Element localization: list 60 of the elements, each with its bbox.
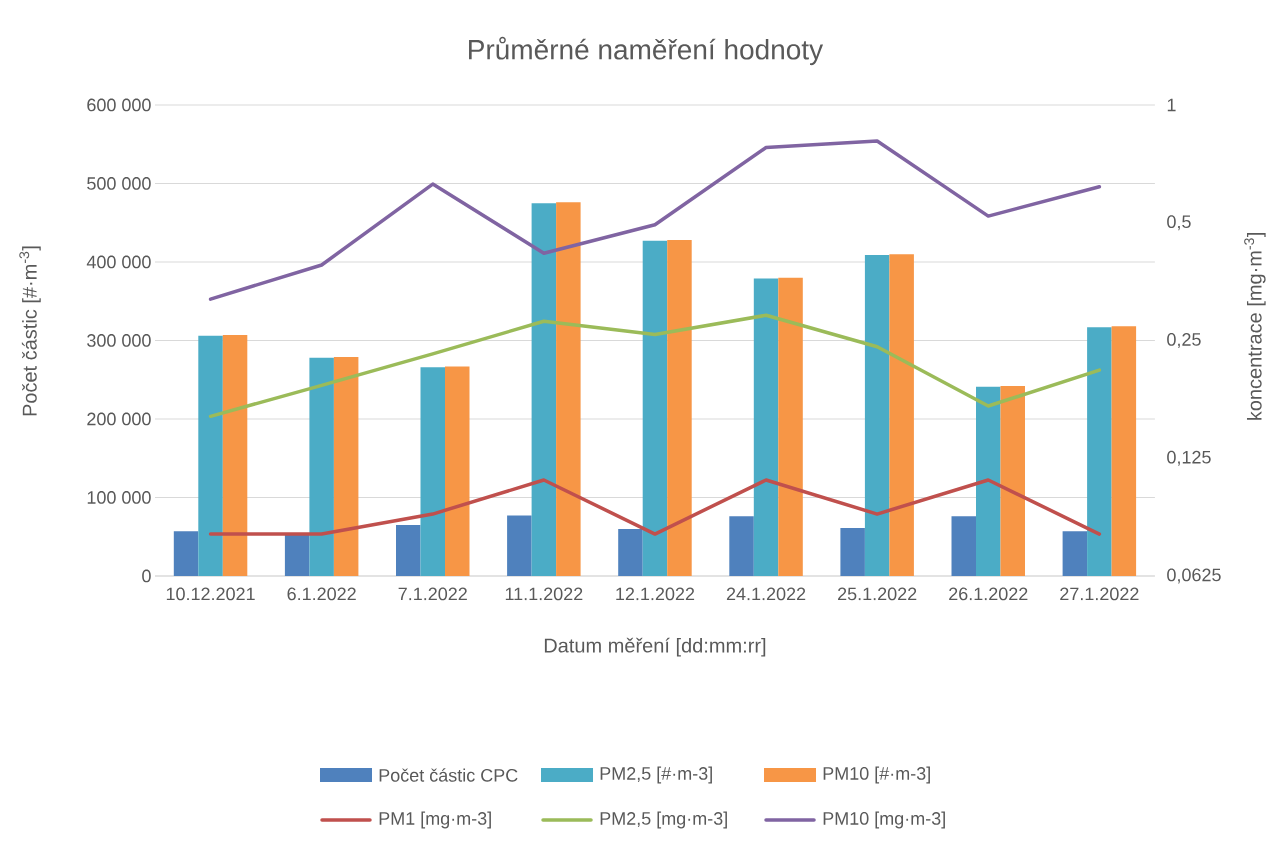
bar <box>173 531 199 576</box>
y2-tick-label: 0,125 <box>1167 450 1211 466</box>
bar <box>840 528 865 576</box>
line-series <box>208 313 1102 419</box>
legend-label: PM10 [#·m-3] <box>823 766 930 784</box>
bar <box>284 534 310 576</box>
legend-label: PM2,5 [#·m-3] <box>600 766 712 784</box>
line-series <box>208 139 1102 301</box>
x-tick-label: 6.1.2022 <box>287 587 356 601</box>
bar <box>618 528 643 576</box>
y2-tick-label: 0,5 <box>1167 215 1191 231</box>
x-tick-label: 7.1.2022 <box>398 587 467 601</box>
bar <box>396 524 421 576</box>
y2-axis-title: koncentrace [mg·m$^{-3}$] <box>1244 232 1266 420</box>
x-tick-label: 12.1.2022 <box>616 587 695 601</box>
bar <box>976 386 1001 576</box>
bar <box>420 367 445 576</box>
bar <box>198 335 223 576</box>
bar <box>507 515 532 576</box>
x-tick-label: 10.12.2021 <box>166 587 255 601</box>
x-tick-label: 11.1.2022 <box>505 587 583 601</box>
legend-label: Počet částic CPC <box>379 768 518 782</box>
y-axis-title: Počet částic [#·m$^{-3}$] <box>19 246 41 416</box>
x-tick-label: 24.1.2022 <box>726 587 806 601</box>
bar <box>222 335 248 576</box>
bar <box>333 356 359 576</box>
y2-tick-label: 0,25 <box>1167 333 1201 348</box>
bar <box>1111 326 1137 576</box>
y-tick-label: 0 <box>142 569 151 583</box>
bar <box>309 357 334 576</box>
chart-title: Průměrné naměření hodnoty <box>469 36 824 66</box>
bar <box>778 277 803 576</box>
bar <box>889 254 914 576</box>
x-tick-label: 27.1.2022 <box>1060 587 1139 601</box>
bar <box>556 202 581 576</box>
y-tick-label: 400 000 <box>86 255 151 269</box>
y-tick-label: 200 000 <box>87 412 151 426</box>
legend-label: PM1 [mg·m-3] <box>379 811 491 829</box>
x-tick-label: 26.1.2022 <box>949 587 1028 601</box>
bar <box>864 254 890 576</box>
y2-tick-label: 0,0625 <box>1167 568 1221 584</box>
bar <box>1000 386 1026 576</box>
y-tick-label: 300 000 <box>87 334 151 347</box>
y2-tick-label: 1 <box>1167 98 1176 112</box>
bar <box>445 366 470 576</box>
bar <box>951 516 977 576</box>
y-tick-label: 500 000 <box>87 177 151 190</box>
legend-label: PM2,5 [mg·m-3] <box>600 811 727 829</box>
y-tick-label: 100 000 <box>87 491 151 504</box>
bar <box>642 240 668 576</box>
bar <box>753 278 779 576</box>
legend-label: PM10 [mg·m-3] <box>823 811 945 829</box>
bar <box>1087 327 1112 576</box>
y-tick-label: 600 000 <box>87 98 151 112</box>
bar <box>729 516 754 576</box>
bar <box>667 240 692 576</box>
bar <box>1062 531 1088 576</box>
x-axis-title: Datum měření [dd:mm:rr] <box>544 637 766 657</box>
bar <box>531 203 557 576</box>
x-tick-label: 25.1.2022 <box>838 587 917 601</box>
